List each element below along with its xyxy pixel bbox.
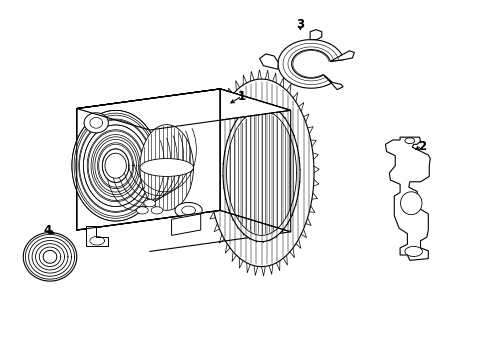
Polygon shape [140,125,193,210]
Polygon shape [86,226,108,246]
Polygon shape [223,104,300,242]
Text: 3: 3 [296,18,304,31]
Polygon shape [208,79,313,267]
Polygon shape [140,158,193,176]
Polygon shape [143,200,155,207]
Polygon shape [400,192,421,215]
Polygon shape [77,89,220,230]
Polygon shape [151,207,163,214]
Polygon shape [72,111,159,221]
Polygon shape [43,250,57,263]
Polygon shape [323,75,343,90]
Polygon shape [220,89,290,232]
Text: 1: 1 [238,90,245,103]
Polygon shape [404,138,414,144]
Polygon shape [171,214,201,235]
Polygon shape [84,113,108,133]
Polygon shape [77,89,290,130]
Polygon shape [105,153,126,178]
Text: 2: 2 [417,140,425,153]
Polygon shape [385,137,429,260]
Polygon shape [77,89,220,230]
Polygon shape [175,203,202,218]
Polygon shape [23,233,77,281]
Text: 4: 4 [43,224,52,237]
Polygon shape [309,30,321,40]
Polygon shape [329,51,354,62]
Polygon shape [404,247,422,256]
Polygon shape [77,89,290,130]
Polygon shape [259,54,278,69]
Polygon shape [136,207,148,214]
Polygon shape [278,40,343,88]
